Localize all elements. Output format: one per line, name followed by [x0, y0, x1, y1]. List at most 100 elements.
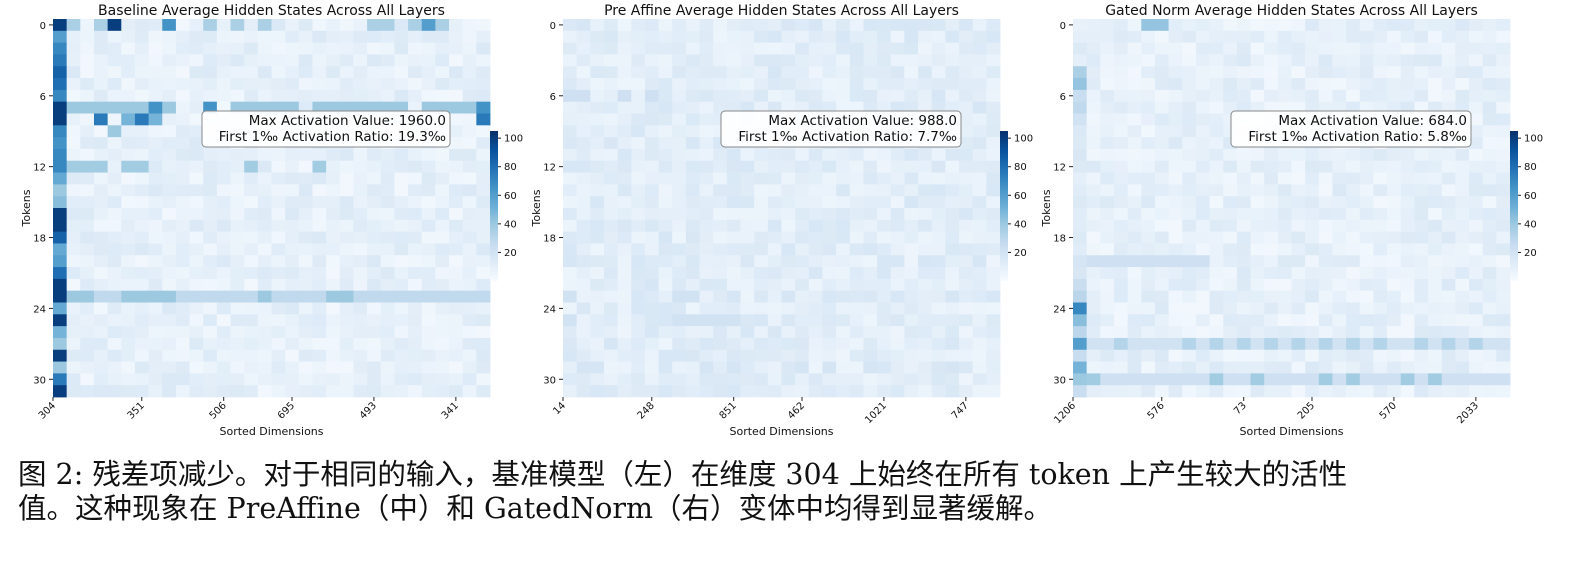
heatmap-cell — [1086, 30, 1101, 44]
heatmap-cell — [563, 255, 578, 268]
heatmap-cell — [1359, 373, 1374, 386]
heatmap-cell — [66, 208, 81, 221]
heatmap-cell — [767, 42, 782, 55]
heatmap-cell — [367, 208, 382, 221]
heatmap-cell — [1086, 290, 1101, 303]
heatmap-cell — [672, 337, 687, 351]
heatmap-cell — [408, 42, 423, 55]
heatmap-cell — [1414, 78, 1429, 91]
heatmap-cell — [394, 290, 409, 303]
heatmap-cell — [1141, 267, 1156, 280]
heatmap-cell — [685, 267, 700, 280]
heatmap-cell — [1305, 172, 1320, 185]
heatmap-cell — [1154, 314, 1169, 327]
heatmap-cell — [576, 30, 591, 44]
heatmap-cell — [1305, 54, 1320, 67]
x-tick-label: 1021 — [863, 400, 889, 426]
caption-line-1: 图 2: 残差项减少。对于相同的输入，基准模型（左）在维度 304 上始终在所有… — [18, 458, 1348, 491]
heatmap-cell — [285, 314, 300, 327]
heatmap-cell — [1086, 243, 1101, 256]
heatmap-cell — [244, 302, 259, 315]
heatmap-cell — [1414, 243, 1429, 256]
heatmap-cell — [121, 137, 136, 150]
heatmap-cell — [849, 172, 864, 185]
heatmap-cell — [257, 349, 272, 362]
heatmap-cell — [408, 172, 423, 185]
heatmap-cell — [986, 302, 1001, 315]
heatmap-cell — [353, 184, 368, 197]
heatmap-cell — [435, 349, 450, 362]
heatmap-cell — [740, 219, 755, 233]
heatmap-cell — [1496, 148, 1511, 162]
heatmap-cell — [1359, 337, 1374, 351]
heatmap-cell — [203, 361, 218, 374]
heatmap-cell — [658, 196, 673, 209]
heatmap-cell — [203, 42, 218, 55]
heatmap-cell — [298, 302, 313, 315]
heatmap-cell — [1223, 278, 1238, 292]
heatmap-cell — [107, 255, 122, 268]
heatmap-cell — [972, 78, 987, 91]
heatmap-cell — [1373, 337, 1388, 351]
heatmap-cell — [121, 255, 136, 268]
heatmap-cell — [353, 385, 368, 398]
heatmap-cell — [603, 148, 619, 162]
heatmap-cell — [563, 78, 578, 91]
heatmap-cell — [781, 373, 796, 386]
heatmap-cell — [1168, 314, 1183, 327]
heatmap-cell — [1113, 278, 1129, 292]
heatmap-cell — [421, 302, 436, 315]
heatmap-cell — [1305, 290, 1320, 303]
heatmap-cell — [945, 337, 960, 351]
heatmap-cell — [822, 349, 837, 362]
heatmap-cell — [699, 19, 714, 32]
heatmap-cell — [918, 196, 933, 209]
heatmap-cell — [972, 30, 987, 44]
heatmap-cell — [1086, 54, 1101, 67]
heatmap-cell — [986, 30, 1001, 44]
heatmap-cell — [1305, 243, 1320, 256]
heatmap-cell — [1414, 361, 1429, 374]
heatmap-cell — [1141, 184, 1156, 197]
annotation-box — [1230, 110, 1472, 148]
heatmap-cell — [1264, 337, 1279, 351]
heatmap-cell — [380, 30, 395, 44]
heatmap-cell — [380, 373, 395, 386]
heatmap-cell — [134, 208, 149, 221]
heatmap-cell — [877, 54, 892, 67]
heatmap-cell — [93, 219, 109, 233]
heatmap-cell — [244, 243, 259, 256]
heatmap-cell — [1400, 78, 1415, 91]
heatmap-cell — [271, 290, 286, 303]
heatmap-cell — [959, 137, 974, 150]
heatmap-cell — [1168, 125, 1183, 138]
heatmap-cell — [189, 208, 204, 221]
heatmap-cell — [66, 54, 81, 67]
heatmap-cell — [462, 89, 477, 103]
heatmap-cell — [476, 337, 491, 351]
heatmap-cell — [175, 196, 190, 209]
heatmap-cell — [1223, 160, 1238, 173]
heatmap-cell — [1154, 361, 1169, 374]
annotation-box — [201, 110, 451, 148]
heatmap-cell — [66, 160, 81, 173]
heatmap-cell — [672, 219, 687, 233]
heatmap-cell — [162, 302, 177, 315]
heatmap-cell — [658, 267, 673, 280]
heatmap-cell — [754, 373, 769, 386]
heatmap-cell — [216, 255, 231, 268]
heatmap-cell — [972, 54, 987, 67]
heatmap-cell — [945, 208, 960, 221]
heatmap-cell — [1400, 231, 1415, 244]
heatmap-cell — [1414, 196, 1429, 209]
heatmap-cell — [986, 196, 1001, 209]
heatmap-cell — [1086, 66, 1101, 79]
heatmap-cell — [1277, 290, 1292, 303]
heatmap-cell — [175, 255, 190, 268]
heatmap-cell — [890, 184, 905, 197]
heatmap-cell — [462, 148, 477, 162]
heatmap-cell — [1195, 89, 1210, 103]
heatmap-cell — [216, 208, 231, 221]
heatmap-cell — [1359, 184, 1374, 197]
heatmap-cell — [1428, 314, 1443, 327]
